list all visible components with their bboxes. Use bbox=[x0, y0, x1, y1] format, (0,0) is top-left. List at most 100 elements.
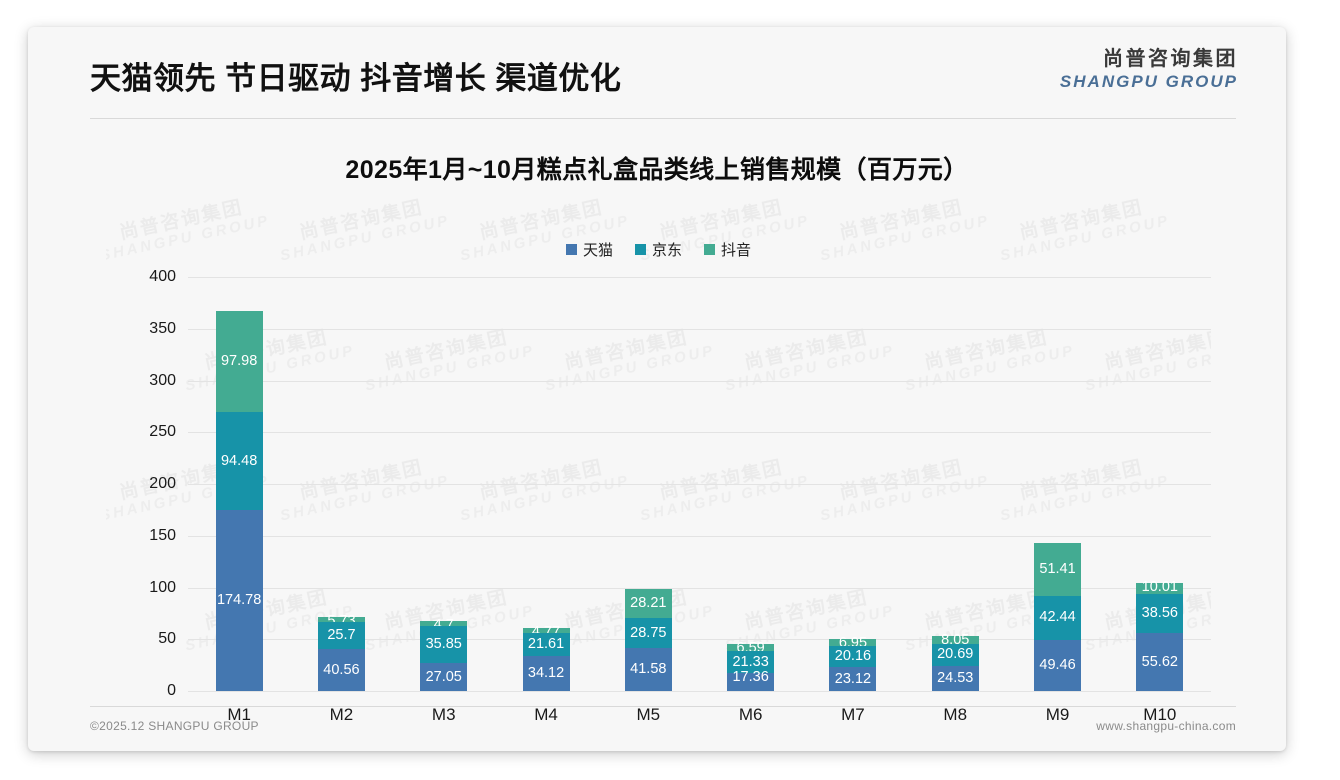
bar-value-label: 38.56 bbox=[1141, 604, 1178, 621]
legend-item-抖音[interactable]: 抖音 bbox=[704, 239, 751, 260]
gridline bbox=[188, 587, 1211, 589]
bar-segment-天猫[interactable]: 49.46 bbox=[1034, 639, 1082, 691]
x-axis-tick-label: M9 bbox=[1045, 705, 1070, 724]
bar-segment-京东[interactable]: 20.16 bbox=[829, 646, 877, 668]
bar-value-label: 17.36 bbox=[732, 669, 769, 686]
chart-legend: 天猫 京东 抖音 bbox=[106, 239, 1211, 260]
y-axis-tick-label: 150 bbox=[149, 526, 176, 544]
bar-value-label: 42.44 bbox=[1039, 609, 1076, 626]
slide-canvas: 天猫领先 节日驱动 抖音增长 渠道优化 尚普咨询集团 SHANGPU GROUP… bbox=[28, 27, 1286, 751]
stacked-bar[interactable]: 8.05 20.69 24.53 bbox=[931, 633, 979, 691]
bar-segment-京东[interactable]: 28.75 bbox=[624, 618, 672, 648]
x-axis-tick-label: M7 bbox=[841, 705, 865, 724]
legend-swatch-icon bbox=[704, 244, 715, 255]
bar-segment-天猫[interactable]: 40.56 bbox=[317, 649, 365, 691]
bar-segment-抖音[interactable]: 28.21 bbox=[624, 589, 672, 619]
bar-value-label: 20.16 bbox=[834, 648, 872, 665]
gridline bbox=[188, 535, 1211, 537]
bar-segment-天猫[interactable]: 55.62 bbox=[1136, 633, 1184, 691]
bar-segment-京东[interactable]: 21.61 bbox=[522, 633, 570, 656]
bar-segment-天猫[interactable]: 34.12 bbox=[522, 655, 570, 691]
gridline bbox=[188, 277, 1211, 278]
bar-segment-京东[interactable]: 38.56 bbox=[1136, 593, 1184, 634]
logo-chinese-text: 尚普咨询集团 bbox=[1103, 48, 1238, 70]
legend-swatch-icon bbox=[634, 244, 646, 255]
x-axis-tick-label: M1 bbox=[227, 705, 251, 724]
y-axis-tick-label: 100 bbox=[149, 578, 176, 596]
bar-segment-京东[interactable]: 35.85 bbox=[420, 625, 468, 664]
bar-segment-天猫[interactable]: 24.53 bbox=[931, 665, 979, 691]
bar-segment-抖音[interactable]: 51.41 bbox=[1034, 542, 1082, 596]
slide-header: 天猫领先 节日驱动 抖音增长 渠道优化 尚普咨询集团 SHANGPU GROUP bbox=[28, 27, 1286, 119]
bar-value-label: 24.53 bbox=[937, 669, 974, 686]
bar-series-layer: 97.9894.48174.78M15.7325.740.56M24.735.8… bbox=[188, 277, 1211, 724]
bar-group[interactable]: 8.05 20.69 24.53 M8 bbox=[904, 277, 1006, 724]
bar-segment-天猫[interactable]: 23.12 bbox=[829, 667, 877, 691]
bar-value-label: 8.05 bbox=[941, 631, 970, 648]
bar-value-label: 35.85 bbox=[425, 635, 462, 652]
legend-item-天猫[interactable]: 天猫 bbox=[565, 239, 613, 260]
bar-segment-抖音[interactable]: 97.98 bbox=[215, 310, 263, 413]
bar-group[interactable]: 97.98 94.48 174.78 M1 bbox=[188, 277, 290, 724]
stacked-bar[interactable]: 97.98 94.48 174.78 bbox=[215, 310, 263, 691]
header-divider bbox=[90, 118, 1236, 119]
bar-segment-抖音[interactable]: 10.01 bbox=[1136, 579, 1184, 596]
stacked-bar[interactable]: 6.59 21.33 17.36 bbox=[727, 641, 775, 691]
bar-value-label: 21.33 bbox=[732, 653, 769, 670]
bar-value-label: 23.12 bbox=[834, 670, 872, 687]
legend-label: 抖音 bbox=[721, 242, 752, 259]
gridline bbox=[188, 639, 1211, 641]
stacked-bar[interactable]: 5.73 25.7 40.56 bbox=[317, 614, 365, 691]
bar-segment-抖音[interactable]: 6.59 bbox=[727, 641, 775, 655]
bar-group[interactable]: 10.01 38.56 55.62 M10 bbox=[1109, 277, 1211, 724]
legend-label: 天猫 bbox=[582, 242, 613, 259]
bar-group[interactable]: 51.41 42.44 49.46 M9 bbox=[1006, 277, 1108, 724]
stacked-bar[interactable]: 10.01 38.56 55.62 bbox=[1136, 579, 1184, 691]
bar-value-label: 21.61 bbox=[527, 636, 565, 652]
bar-segment-天猫[interactable]: 27.05 bbox=[420, 663, 468, 691]
bar-segment-天猫[interactable]: 41.58 bbox=[624, 647, 672, 691]
logo-english-text: SHANGPU GROUP bbox=[1059, 72, 1238, 91]
bar-value-label: 20.69 bbox=[937, 646, 974, 663]
page-title: 天猫领先 节日驱动 抖音增长 渠道优化 bbox=[90, 61, 622, 96]
bar-value-label: 25.7 bbox=[327, 627, 356, 644]
bar-segment-天猫[interactable]: 174.78 bbox=[215, 510, 263, 691]
bar-segment-京东[interactable]: 21.33 bbox=[727, 650, 775, 674]
legend-item-京东[interactable]: 京东 bbox=[634, 239, 682, 260]
y-axis-tick-label: 400 bbox=[149, 268, 176, 285]
y-axis-tick-label: 350 bbox=[149, 319, 176, 337]
gridline bbox=[188, 432, 1211, 434]
x-axis-tick-label: M4 bbox=[534, 705, 558, 724]
bar-segment-抖音[interactable]: 6.95 bbox=[829, 636, 877, 650]
bar-group[interactable]: 6.95 20.16 23.12 M7 bbox=[802, 277, 904, 724]
x-axis-tick-label: M2 bbox=[329, 705, 354, 724]
bar-segment-京东[interactable]: 94.48 bbox=[215, 412, 263, 511]
y-axis-tick-label: 250 bbox=[149, 423, 176, 441]
stacked-bar[interactable]: 6.95 20.16 23.12 bbox=[829, 636, 877, 691]
plot-area: 400 350 300 250 200 150 100 50 0 97.98 94.48 174.7… bbox=[149, 268, 1211, 724]
bar-value-label: 28.21 bbox=[630, 595, 667, 612]
footer-divider bbox=[90, 706, 1236, 707]
bar-segment-京东[interactable]: 20.69 bbox=[931, 644, 979, 666]
stacked-bar[interactable]: 51.41 42.44 49.46 bbox=[1034, 542, 1082, 691]
bar-group[interactable]: 6.59 21.33 17.36 M6 bbox=[700, 277, 802, 724]
bar-group[interactable]: 28.21 28.75 41.58 M5 bbox=[597, 277, 699, 724]
bar-group[interactable]: 5.73 25.7 40.56 M2 bbox=[290, 277, 392, 724]
bar-segment-京东[interactable]: 42.44 bbox=[1034, 595, 1082, 640]
bar-segment-抖音[interactable]: 8.05 bbox=[931, 633, 979, 647]
bar-value-label: 51.41 bbox=[1039, 560, 1076, 577]
chart-container: 尚普咨询集团 SHANGPU GROUP 尚普咨询集团 SHANGPU GROUP 尚普… bbox=[106, 195, 1211, 724]
bar-segment-天猫[interactable]: 17.36 bbox=[727, 669, 775, 691]
bar-value-label: 28.75 bbox=[630, 624, 667, 641]
stacked-bar[interactable]: 28.21 28.75 41.58 bbox=[624, 589, 672, 691]
gridline bbox=[188, 380, 1211, 382]
bar-segment-京东[interactable]: 25.7 bbox=[317, 622, 365, 650]
bar-value-label: 10.01 bbox=[1141, 579, 1178, 596]
bar-value-label: 174.78 bbox=[216, 592, 262, 609]
bar-value-label: 41.58 bbox=[630, 660, 667, 677]
gridline bbox=[188, 691, 1211, 692]
